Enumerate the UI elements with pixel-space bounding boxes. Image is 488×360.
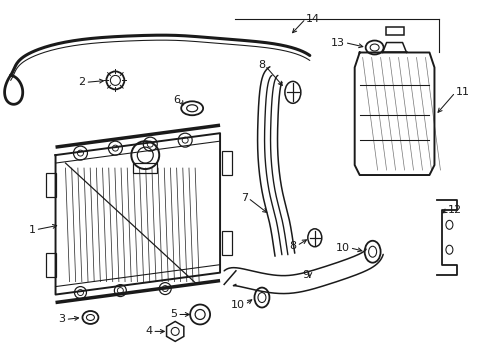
Text: 10: 10: [230, 300, 244, 310]
Text: 12: 12: [447, 205, 461, 215]
Bar: [133, 163, 157, 173]
Bar: [222, 231, 232, 255]
Bar: [222, 151, 232, 175]
Text: 5: 5: [170, 310, 177, 319]
Text: 10: 10: [335, 243, 349, 253]
Text: 1: 1: [28, 225, 36, 235]
Text: 11: 11: [454, 87, 468, 97]
Text: 4: 4: [145, 327, 152, 336]
Text: 8: 8: [257, 60, 264, 71]
Text: 2: 2: [78, 77, 85, 87]
Bar: [45, 173, 56, 197]
Text: 13: 13: [330, 37, 344, 48]
Text: 6: 6: [173, 95, 180, 105]
Bar: [385, 27, 403, 35]
Text: 9: 9: [302, 270, 309, 280]
Text: 3: 3: [59, 314, 65, 324]
Bar: [45, 253, 56, 276]
Text: 14: 14: [305, 14, 319, 24]
Text: 8: 8: [289, 241, 296, 251]
Text: 7: 7: [241, 193, 247, 203]
